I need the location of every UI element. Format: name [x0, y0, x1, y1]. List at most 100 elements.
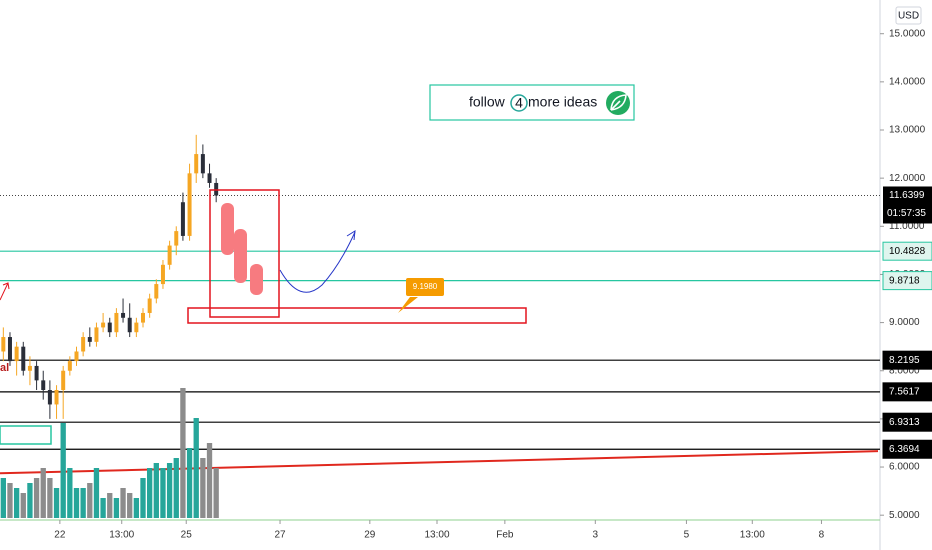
y-tick-label: 15.0000	[889, 28, 926, 39]
y-tick-label: 11.0000	[889, 221, 925, 232]
candle-body	[207, 173, 212, 183]
volume-bar	[53, 488, 60, 518]
left-label: al	[0, 362, 9, 374]
drawings	[0, 84, 635, 445]
candle-body	[67, 361, 72, 371]
y-tick-label: 8.0000	[889, 365, 920, 376]
volume-bar	[133, 498, 140, 518]
candle-body	[141, 312, 146, 323]
candle-body	[41, 380, 46, 390]
volume-bar	[13, 488, 20, 518]
x-tick-label: 25	[181, 530, 193, 541]
candle-body	[47, 390, 52, 405]
volume-bar	[213, 468, 219, 518]
candle-body	[194, 154, 199, 174]
candle-body	[121, 312, 126, 318]
candle-body	[200, 154, 205, 174]
candle-body	[127, 317, 132, 333]
last-price-box	[883, 186, 932, 224]
volume-bar	[33, 478, 40, 518]
trendline	[0, 450, 879, 475]
y-tick-label: 14.0000	[889, 76, 926, 87]
x-tick-label: 3	[593, 530, 599, 541]
volume-bar	[166, 463, 173, 518]
level-price-label: 6.3694	[889, 444, 920, 455]
volume-bar	[146, 468, 153, 518]
annotation-box	[406, 278, 444, 297]
candle-body	[74, 351, 79, 362]
level-price-box	[882, 350, 932, 370]
promo-box[interactable]	[429, 84, 635, 121]
volume-bar	[60, 423, 66, 518]
y-tick-label: 6.0000	[889, 462, 920, 473]
volume-bar	[20, 493, 26, 518]
volume-bar	[67, 468, 73, 518]
level-price-label: 10.4828	[889, 246, 926, 257]
promo-number: 4	[515, 95, 523, 111]
x-tick-label: 8	[819, 530, 825, 541]
candle-body	[180, 202, 185, 236]
y-tick-label: 5.0000	[889, 510, 920, 521]
volume-bar	[127, 493, 133, 518]
candle-body	[21, 346, 26, 371]
countdown: 01:57:35	[887, 208, 926, 219]
candle-body	[87, 337, 92, 342]
volume-bar	[7, 483, 13, 518]
x-tick-label: 27	[274, 530, 286, 541]
projection-arrow	[346, 230, 356, 241]
red-box	[209, 189, 280, 318]
level-price-label: 9.8718	[889, 275, 920, 286]
level-price-box	[882, 271, 932, 291]
x-tick-label: 29	[364, 530, 376, 541]
leaf-shape	[610, 94, 627, 111]
x-tick-label: Feb	[496, 530, 514, 541]
target-zone	[187, 307, 527, 324]
promo-text: follow	[469, 94, 506, 110]
projection-curve	[279, 231, 356, 293]
currency-box[interactable]	[895, 6, 922, 25]
volume-bar	[0, 478, 6, 518]
x-tick-label: 13:00	[109, 530, 134, 541]
volume-bar	[140, 478, 146, 518]
volume-bar	[120, 488, 126, 518]
level-price-label: 8.2195	[889, 355, 920, 366]
candle-body	[81, 337, 86, 352]
promo-circle	[510, 94, 528, 112]
volume-bar	[206, 443, 213, 518]
candle-body	[107, 322, 112, 333]
volume-bar	[27, 483, 33, 518]
volume-bar	[193, 418, 199, 518]
level-price-label: 7.5617	[889, 386, 920, 397]
candle-body	[174, 231, 179, 246]
x-tick-label: 13:00	[424, 530, 449, 541]
volume-bar	[93, 468, 100, 518]
volume-bar	[107, 493, 113, 518]
last-price-label: 11.6399	[889, 190, 925, 201]
level-price-label: 6.9313	[889, 417, 920, 428]
currency: USD	[898, 11, 919, 22]
x-tick-label: 22	[54, 530, 66, 541]
volume-bar	[173, 458, 179, 518]
candle-body	[160, 264, 165, 285]
level-price-box	[882, 412, 932, 432]
volume-bar	[180, 388, 186, 518]
volume-bar	[80, 488, 86, 518]
x-tick-label: 5	[684, 530, 690, 541]
volume-bar	[200, 458, 206, 518]
candle-body	[147, 298, 152, 313]
annotation-pointer	[398, 297, 418, 314]
candle-body	[1, 337, 6, 352]
forecast-bar	[234, 229, 247, 283]
candle-body	[54, 390, 59, 405]
volume-bar	[40, 468, 46, 518]
candle-body	[114, 312, 119, 333]
volume-bar	[73, 488, 80, 518]
teal-box	[0, 425, 52, 445]
red-arrow	[0, 282, 10, 301]
volume-bar	[160, 468, 166, 518]
candle-body	[27, 365, 32, 371]
candle-body	[167, 245, 172, 265]
volume-bar	[87, 483, 93, 518]
level-price-box	[882, 439, 932, 459]
